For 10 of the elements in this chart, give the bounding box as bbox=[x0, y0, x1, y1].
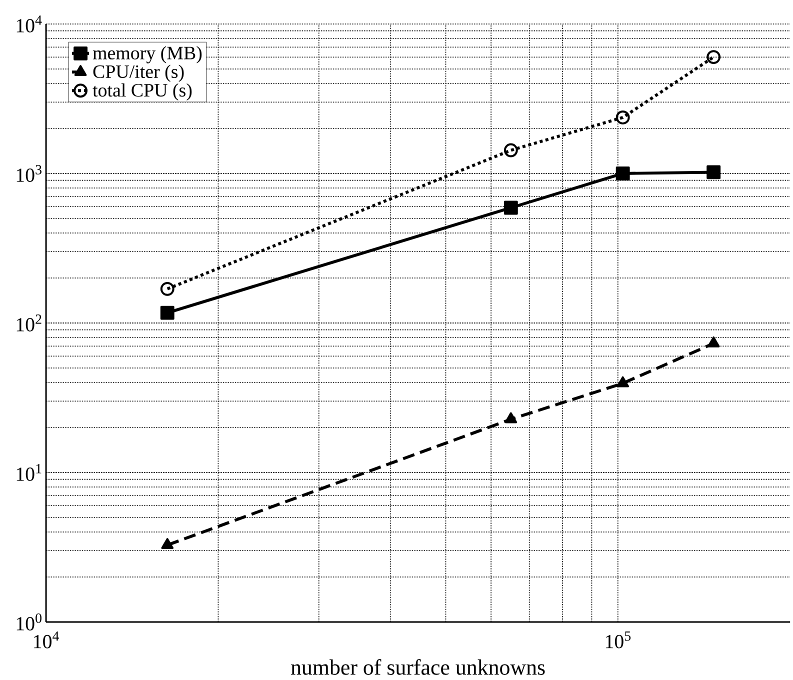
x-axis-title: number of surface unknowns bbox=[291, 659, 545, 675]
x-tick-label: 10$^{5}$ bbox=[606, 631, 631, 648]
legend-label: total CPU (s) bbox=[92, 83, 192, 101]
y-tick-label: 10$^{4}$ bbox=[16, 16, 42, 32]
y-tick-label: 10$^{1}$ bbox=[16, 464, 42, 481]
legend-label: CPU/iter (s) bbox=[93, 64, 184, 82]
y-tick-label: 10$^{3}$ bbox=[16, 165, 42, 182]
y-tick-label: 10$^{2}$ bbox=[16, 314, 42, 332]
legend-label: memory (MB) bbox=[92, 46, 202, 64]
y-tick-label: 10$^{0}$ bbox=[16, 613, 42, 630]
